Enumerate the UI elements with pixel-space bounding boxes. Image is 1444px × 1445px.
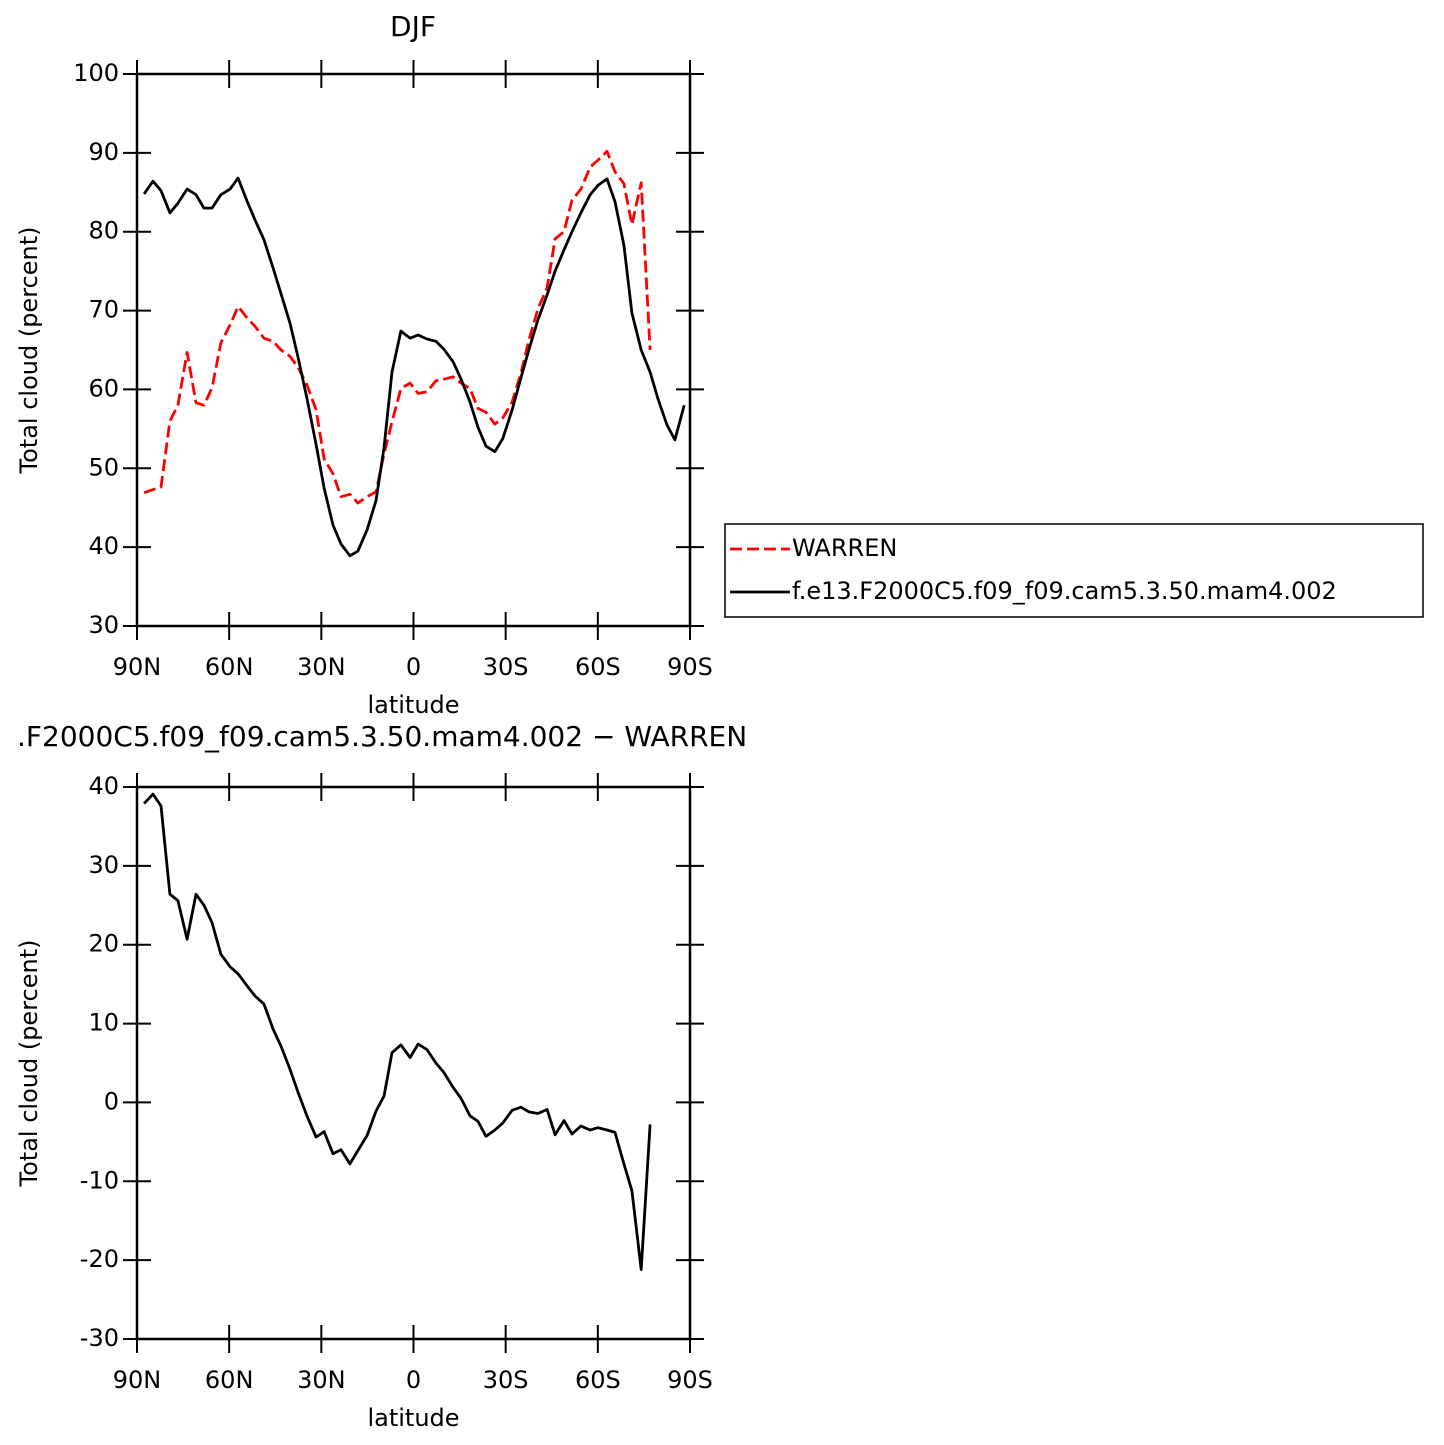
y-tick-label: 70	[88, 296, 119, 324]
x-tick-label: 60S	[575, 653, 621, 681]
x-axis-label: latitude	[367, 1404, 459, 1432]
y-tick-label: 0	[104, 1087, 119, 1115]
x-tick-label: 30S	[483, 653, 529, 681]
x-tick-label: 0	[406, 653, 421, 681]
y-tick-label: 60	[88, 374, 119, 402]
x-tick-label: 60N	[205, 653, 254, 681]
y-tick-label: 40	[88, 772, 119, 800]
chart-title: .F2000C5.f09_f09.cam5.3.50.mam4.002 − WA…	[17, 720, 747, 753]
legend-box	[724, 523, 1424, 618]
y-tick-label: 40	[88, 532, 119, 560]
x-tick-label: 90S	[667, 1366, 713, 1394]
x-axis-label: latitude	[367, 691, 459, 719]
y-axis-label: Total cloud (percent)	[15, 940, 43, 1188]
y-tick-label: 30	[88, 611, 119, 639]
x-tick-label: 90S	[667, 653, 713, 681]
y-tick-label: 30	[88, 851, 119, 879]
data-line	[143, 149, 652, 505]
y-tick-label: 100	[73, 59, 119, 87]
x-tick-label: 30N	[297, 653, 346, 681]
data-line	[143, 792, 652, 1271]
x-tick-label: 30S	[483, 1366, 529, 1394]
x-tick-label: 30N	[297, 1366, 346, 1394]
x-tick-label: 60N	[205, 1366, 254, 1394]
data-line	[142, 176, 686, 558]
y-tick-label: 50	[88, 453, 119, 481]
plot-frame	[135, 72, 692, 628]
x-tick-label: 60S	[575, 1366, 621, 1394]
y-axis-label: Total cloud (percent)	[15, 227, 43, 475]
x-tick-label: 90N	[113, 653, 162, 681]
plot-frame	[135, 785, 692, 1341]
x-tick-label: 90N	[113, 1366, 162, 1394]
x-tick-label: 0	[406, 1366, 421, 1394]
legend-label: f.e13.F2000C5.f09_f09.cam5.3.50.mam4.002	[792, 577, 1337, 605]
legend-label: WARREN	[792, 534, 897, 562]
y-tick-label: 20	[88, 930, 119, 958]
y-tick-label: 80	[88, 217, 119, 245]
y-tick-label: -10	[80, 1166, 119, 1194]
y-tick-label: -20	[80, 1245, 119, 1273]
y-tick-label: 90	[88, 138, 119, 166]
y-tick-label: 10	[88, 1009, 119, 1037]
y-tick-label: -30	[80, 1324, 119, 1352]
chart-title: DJF	[390, 10, 436, 43]
